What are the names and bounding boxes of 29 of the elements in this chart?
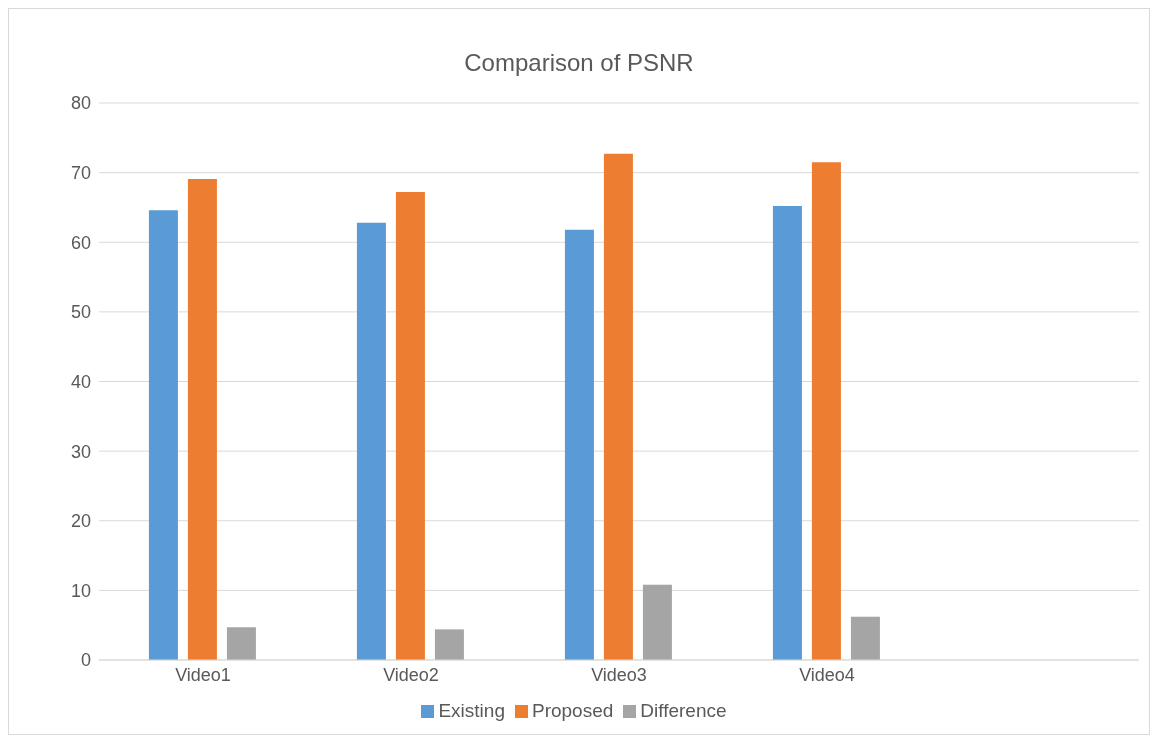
legend-label: Existing (438, 700, 505, 721)
y-tick-label: 30 (70, 441, 91, 462)
legend-label: Proposed (531, 700, 614, 721)
bar (148, 210, 178, 660)
bar (772, 206, 802, 660)
bar (603, 153, 633, 660)
bar (226, 627, 256, 660)
bar (395, 192, 425, 660)
bar (356, 222, 386, 660)
x-tick-label: Video1 (175, 664, 231, 685)
y-tick-label: 0 (80, 650, 91, 671)
bar (564, 229, 594, 660)
bar (850, 616, 880, 660)
x-tick-label: Video2 (383, 664, 439, 685)
bar (434, 629, 464, 660)
bar (642, 584, 672, 660)
y-tick-label: 10 (70, 580, 91, 601)
bar (811, 162, 841, 660)
y-tick-label: 20 (70, 511, 91, 532)
bar (187, 178, 217, 660)
y-tick-label: 70 (70, 163, 91, 184)
x-tick-label: Video3 (591, 664, 647, 685)
y-tick-label: 50 (70, 302, 91, 323)
y-tick-label: 80 (70, 93, 91, 114)
chart-title: Comparison of PSNR (463, 49, 695, 77)
x-tick-label: Video4 (799, 664, 855, 685)
y-tick-label: 40 (70, 371, 91, 392)
y-tick-label: 60 (70, 232, 91, 253)
legend-label: Difference (640, 700, 727, 721)
